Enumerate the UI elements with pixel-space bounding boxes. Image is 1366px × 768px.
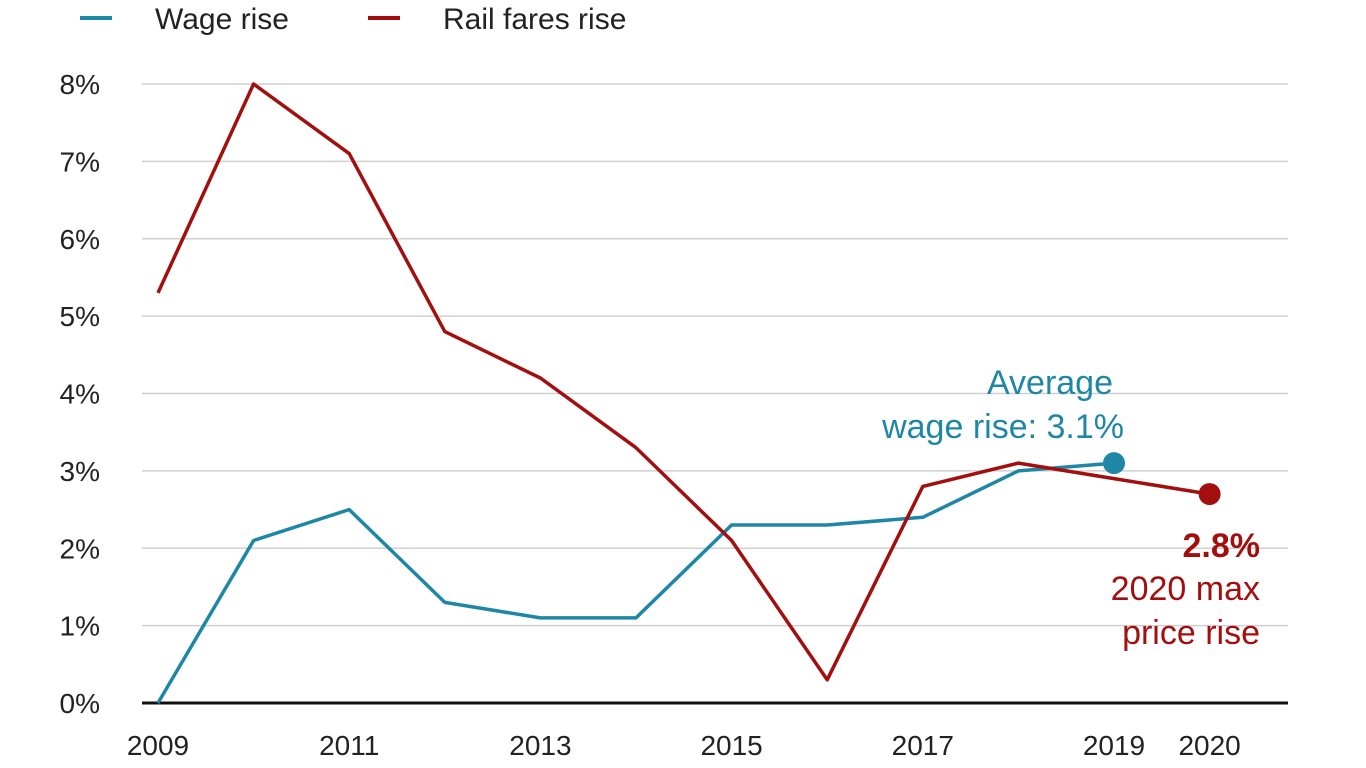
rail-annotation-line1: 2020 max xyxy=(1111,570,1260,608)
y-tick-label: 8% xyxy=(60,69,100,100)
legend-label-wage: Wage rise xyxy=(155,3,289,36)
y-tick-label: 6% xyxy=(60,224,100,255)
x-axis-tick-labels: 2009 2011 2013 2015 2017 2019 2020 xyxy=(127,730,1241,761)
y-tick-label: 7% xyxy=(60,146,100,177)
rail-annotation-value: 2.8% xyxy=(1183,527,1261,565)
series-end-marker-rail xyxy=(1198,483,1221,506)
x-tick-label: 2009 xyxy=(127,730,189,761)
annotations: Average wage rise: 3.1% 2.8% 2020 max pr… xyxy=(881,364,1260,652)
series-line-rail xyxy=(156,82,1210,682)
wage-annotation-line1: Average xyxy=(987,364,1113,402)
x-tick-label: 2020 xyxy=(1178,730,1240,761)
legend: Wage rise Rail fares rise xyxy=(80,3,626,36)
x-tick-label: 2017 xyxy=(892,730,954,761)
x-tick-label: 2013 xyxy=(509,730,571,761)
gridlines xyxy=(142,83,1288,627)
rail-annotation-line2: price rise xyxy=(1122,614,1260,652)
x-tick-label: 2019 xyxy=(1083,730,1145,761)
legend-label-rail: Rail fares rise xyxy=(443,3,626,36)
y-tick-label: 1% xyxy=(60,611,100,642)
series-line-wage xyxy=(156,461,1115,704)
y-tick-label: 4% xyxy=(60,379,100,410)
wage-annotation-line2: wage rise: 3.1% xyxy=(881,408,1124,446)
y-tick-label: 0% xyxy=(60,688,100,719)
y-tick-label: 3% xyxy=(60,456,100,487)
x-tick-label: 2015 xyxy=(700,730,762,761)
series-end-marker-wage xyxy=(1103,452,1125,475)
y-axis-tick-labels: 0% 1% 2% 3% 4% 5% 6% 7% 8% xyxy=(60,69,100,719)
y-tick-label: 5% xyxy=(60,301,100,332)
y-tick-label: 2% xyxy=(60,533,100,564)
x-tick-label: 2011 xyxy=(319,730,379,761)
series-layer xyxy=(156,82,1221,704)
